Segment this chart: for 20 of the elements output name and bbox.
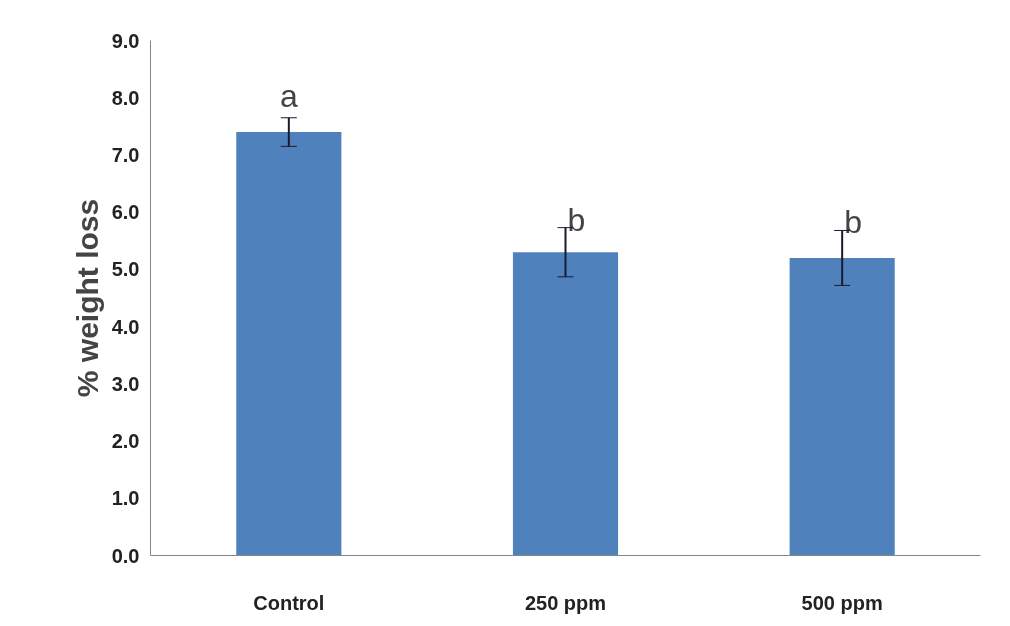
- y-tick-label: 6.0: [111, 201, 140, 224]
- y-tick-label: 4.0: [111, 315, 140, 338]
- annotation: b: [567, 201, 586, 238]
- bar: [789, 257, 895, 556]
- bar: [512, 252, 619, 556]
- y-axis-title: % weight loss: [70, 198, 104, 398]
- annotation: a: [279, 77, 298, 114]
- y-tick-label: 3.0: [111, 372, 140, 395]
- y-tick-label: 1.0: [111, 487, 140, 510]
- y-tick-label: 2.0: [111, 430, 140, 453]
- y-tick-label: 8.0: [111, 86, 140, 109]
- x-tick-label: Control: [253, 591, 325, 614]
- y-tick-label: 7.0: [111, 143, 140, 166]
- bar: [236, 132, 342, 556]
- y-tick-label: 5.0: [111, 258, 140, 281]
- x-tick-label: 500 ppm: [801, 591, 883, 614]
- annotation: b: [844, 204, 862, 241]
- y-tick-label: 9.0: [111, 29, 140, 52]
- x-tick-label: 250 ppm: [524, 591, 607, 614]
- y-tick-label: 0.0: [111, 544, 140, 567]
